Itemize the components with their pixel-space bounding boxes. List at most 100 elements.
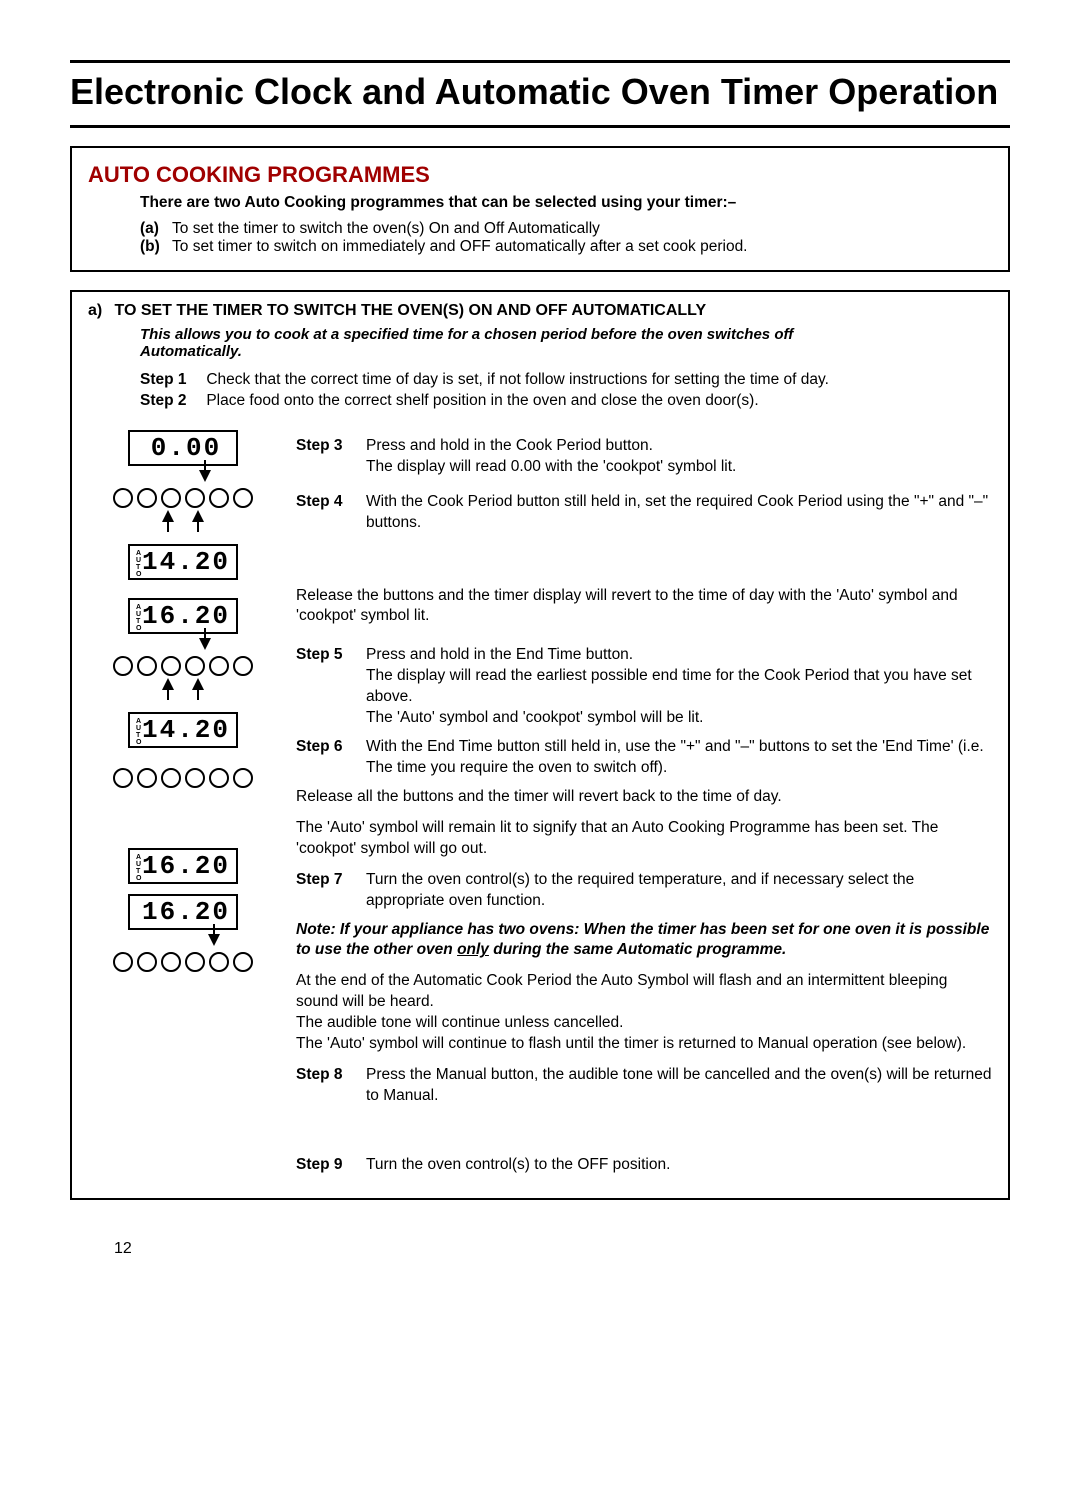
buttons-row-4 <box>88 952 278 972</box>
italic-intro: This allows you to cook at a specified t… <box>140 326 880 360</box>
timer-button <box>137 952 157 972</box>
timer-button <box>137 488 157 508</box>
buttons-row-3 <box>88 768 278 788</box>
rule-under-title <box>70 125 1010 128</box>
buttons-row-2 <box>88 656 278 676</box>
page: Electronic Clock and Automatic Oven Time… <box>0 0 1080 1298</box>
timer-button <box>137 656 157 676</box>
display-3: AUTO 16.20 <box>128 598 238 634</box>
timer-button <box>113 656 133 676</box>
auto-badge: AUTO <box>136 550 143 578</box>
timer-button <box>161 488 181 508</box>
step7-text: Turn the oven control(s) to the required… <box>366 870 992 912</box>
step9: Step 9 Turn the oven control(s) to the O… <box>296 1155 992 1176</box>
box-intro: AUTO COOKING PROGRAMMES There are two Au… <box>70 146 1010 272</box>
display-4-value: 14.20 <box>142 715 230 745</box>
timer-button <box>161 768 181 788</box>
timer-button <box>161 952 181 972</box>
step2-label: Step 2 <box>140 391 202 412</box>
timer-button <box>233 952 253 972</box>
ab-b-label: (b) <box>140 238 168 256</box>
page-title: Electronic Clock and Automatic Oven Time… <box>70 71 1010 113</box>
ab-b: (b) To set timer to switch on immediatel… <box>140 238 992 256</box>
step8-label: Step 8 <box>296 1065 358 1107</box>
timer-button <box>185 952 205 972</box>
arrow-up-icon <box>162 510 174 522</box>
step-1-2: Step 1 Check that the correct time of da… <box>140 370 992 412</box>
timer-button <box>185 488 205 508</box>
box-main: a) TO SET THE TIMER TO SWITCH THE OVEN(S… <box>70 290 1010 1200</box>
page-number: 12 <box>114 1240 1010 1258</box>
display-2-value: 14.20 <box>142 547 230 577</box>
step6-label: Step 6 <box>296 737 358 779</box>
rule-top <box>70 60 1010 63</box>
step5: Step 5 Press and hold in the End Time bu… <box>296 645 992 729</box>
display-3-value: 16.20 <box>142 601 230 631</box>
auto-remain: The 'Auto' symbol will remain lit to sig… <box>296 818 992 860</box>
step8: Step 8 Press the Manual button, the audi… <box>296 1065 992 1107</box>
timer-button <box>209 952 229 972</box>
note-only: only <box>457 941 489 958</box>
release2: Release all the buttons and the timer wi… <box>296 787 992 808</box>
step7: Step 7 Turn the oven control(s) to the r… <box>296 870 992 912</box>
arrow-up-icon <box>192 678 204 690</box>
release1: Release the buttons and the timer displa… <box>296 586 992 628</box>
ab-a-text: To set the timer to switch the oven(s) O… <box>172 220 600 237</box>
main-area: 0.00 <box>88 430 992 1184</box>
end-l3: The 'Auto' symbol will continue to flash… <box>296 1035 966 1052</box>
timer-button <box>233 768 253 788</box>
step5-label: Step 5 <box>296 645 358 729</box>
ab-list: (a) To set the timer to switch the oven(… <box>140 220 992 256</box>
sub-heading: a) TO SET THE TIMER TO SWITCH THE OVEN(S… <box>88 302 992 320</box>
text-col: Step 3 Press and hold in the Cook Period… <box>296 430 992 1184</box>
step6-text: With the End Time button still held in, … <box>366 737 992 779</box>
arrow-up-icon <box>192 510 204 522</box>
end-l1: At the end of the Automatic Cook Period … <box>296 972 947 1010</box>
step7-label: Step 7 <box>296 870 358 912</box>
ab-a: (a) To set the timer to switch the oven(… <box>140 220 992 238</box>
step6: Step 6 With the End Time button still he… <box>296 737 992 779</box>
diag-block-5: AUTO 16.20 16.20 <box>88 848 278 972</box>
display-2: AUTO 14.20 <box>128 544 238 580</box>
arrow-down-3 <box>150 934 278 946</box>
step9-text: Turn the oven control(s) to the OFF posi… <box>366 1155 992 1176</box>
step5-l2: The display will read the earliest possi… <box>366 667 972 705</box>
step8-text: Press the Manual button, the audible ton… <box>366 1065 992 1107</box>
intro-line: There are two Auto Cooking programmes th… <box>140 194 992 212</box>
step3: Step 3 Press and hold in the Cook Period… <box>296 436 992 478</box>
auto-badge: AUTO <box>136 718 143 746</box>
step9-label: Step 9 <box>296 1155 358 1176</box>
step5-l1: Press and hold in the End Time button. <box>366 646 633 663</box>
timer-button <box>113 768 133 788</box>
display-5: AUTO 16.20 <box>128 848 238 884</box>
display-1: 0.00 <box>128 430 238 466</box>
step4-label: Step 4 <box>296 492 358 534</box>
note: Note: If your appliance has two ovens: W… <box>296 920 992 962</box>
end-block: At the end of the Automatic Cook Period … <box>296 971 992 1055</box>
section-heading: AUTO COOKING PROGRAMMES <box>88 162 992 188</box>
step2: Step 2 Place food onto the correct shelf… <box>140 391 992 412</box>
diag-block-2: AUTO 14.20 <box>88 544 278 580</box>
diag-block-1: 0.00 <box>88 430 278 522</box>
timer-button <box>113 952 133 972</box>
timer-button <box>209 656 229 676</box>
diagram-col: 0.00 <box>88 430 278 1184</box>
ab-b-text: To set timer to switch on immediately an… <box>172 238 747 255</box>
step5-body: Press and hold in the End Time button. T… <box>366 645 992 729</box>
timer-button <box>233 488 253 508</box>
timer-button <box>137 768 157 788</box>
arrow-up-pair-1 <box>88 510 278 522</box>
arrow-down-2 <box>132 638 278 650</box>
timer-button <box>113 488 133 508</box>
diag-block-4: AUTO 14.20 <box>88 712 278 788</box>
step3-body: Press and hold in the Cook Period button… <box>366 436 992 478</box>
timer-button <box>185 656 205 676</box>
auto-badge: AUTO <box>136 854 143 882</box>
timer-button <box>185 768 205 788</box>
step5-l3: The 'Auto' symbol and 'cookpot' symbol w… <box>366 709 704 726</box>
step3-l2: The display will read 0.00 with the 'coo… <box>366 458 736 475</box>
auto-badge: AUTO <box>136 604 143 632</box>
timer-button <box>209 768 229 788</box>
step4-text: With the Cook Period button still held i… <box>366 492 992 534</box>
step4: Step 4 With the Cook Period button still… <box>296 492 992 534</box>
